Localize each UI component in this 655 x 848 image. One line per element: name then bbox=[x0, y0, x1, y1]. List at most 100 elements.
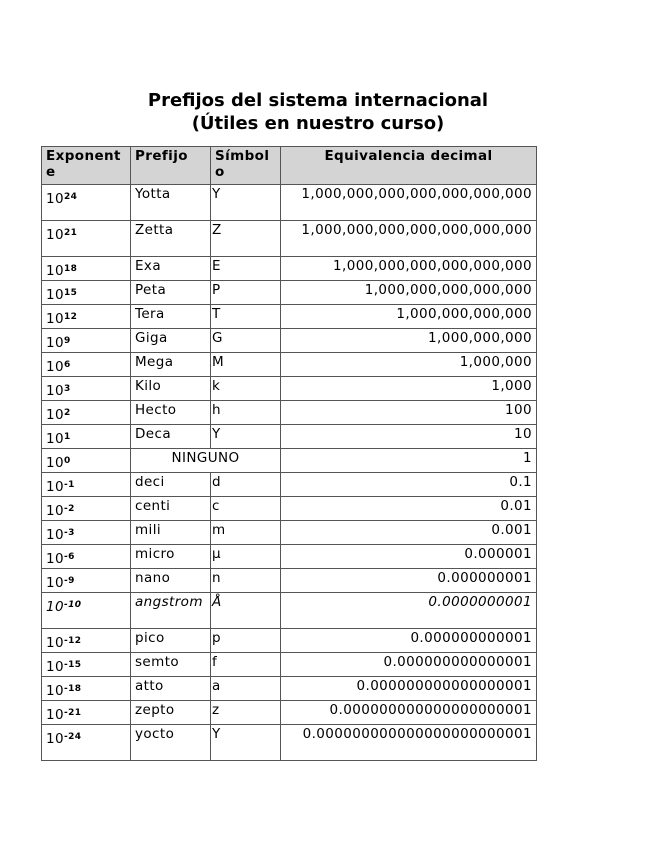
symbol-cell: Y bbox=[210, 724, 281, 761]
table-row: 10-12 pico p 0.000000000001 bbox=[41, 628, 537, 653]
table-row: 1024 Yotta Y 1,000,000,000,000,000,000,000 bbox=[41, 184, 537, 221]
prefix-cell: Yotta bbox=[130, 184, 211, 221]
exponent-cell: 1024 bbox=[41, 184, 131, 221]
symbol-cell: c bbox=[210, 496, 281, 521]
exponent-value: 12 bbox=[63, 312, 78, 322]
exponent-value: -9 bbox=[63, 576, 75, 586]
exponent-cell: 109 bbox=[41, 328, 131, 353]
table-row: 10-21 zepto z 0.000000000000000000001 bbox=[41, 700, 537, 725]
exponent-value: -10 bbox=[63, 600, 82, 610]
exponent-cell: 10-2 bbox=[41, 496, 131, 521]
decimal-cell: 1,000,000,000,000,000,000,000 bbox=[280, 184, 537, 221]
exponent-value: -21 bbox=[63, 708, 82, 718]
document-title: Prefijos del sistema internacional (Útil… bbox=[0, 89, 636, 135]
prefix-cell: Zetta bbox=[130, 220, 211, 257]
prefix-cell: semto bbox=[130, 652, 211, 677]
prefix-cell: Mega bbox=[130, 352, 211, 377]
prefix-cell: deci bbox=[130, 472, 211, 497]
decimal-cell: 0.000000000000000000000001 bbox=[280, 724, 537, 761]
exponent-value: -3 bbox=[63, 528, 75, 538]
prefix-cell: micro bbox=[130, 544, 211, 569]
prefix-cell: Deca bbox=[130, 424, 211, 449]
exponent-cell: 1012 bbox=[41, 304, 131, 329]
symbol-cell: f bbox=[210, 652, 281, 677]
symbol-cell: P bbox=[210, 280, 281, 305]
table-row: 102 Hecto h 100 bbox=[41, 400, 537, 425]
table-row: 10-1 deci d 0.1 bbox=[41, 472, 537, 497]
exponent-value: 3 bbox=[63, 384, 71, 394]
symbol-cell: h bbox=[210, 400, 281, 425]
table-row: 100 NINGUNO 1 bbox=[41, 448, 537, 473]
decimal-cell: 0.000001 bbox=[280, 544, 537, 569]
decimal-cell: 1,000 bbox=[280, 376, 537, 401]
table-row: 10-18 atto a 0.000000000000000001 bbox=[41, 676, 537, 701]
exponent-cell: 101 bbox=[41, 424, 131, 449]
exponent-value: -24 bbox=[63, 732, 82, 742]
table-row: 10-10 angstrom Å 0.0000000001 bbox=[41, 592, 537, 629]
symbol-cell: Y bbox=[210, 184, 281, 221]
exponent-cell: 1018 bbox=[41, 256, 131, 281]
exponent-value: 24 bbox=[63, 192, 78, 202]
symbol-cell: n bbox=[210, 568, 281, 593]
decimal-cell: 0.001 bbox=[280, 520, 537, 545]
prefix-cell: centi bbox=[130, 496, 211, 521]
prefix-cell: NINGUNO bbox=[130, 448, 281, 473]
table-row: 1021 Zetta Z 1,000,000,000,000,000,000,000 bbox=[41, 220, 537, 257]
table-header-row: Exponente Prefijo Símbolo Equivalencia d… bbox=[41, 146, 537, 185]
title-line-2: (Útiles en nuestro curso) bbox=[191, 113, 445, 134]
decimal-cell: 1,000,000,000,000,000 bbox=[280, 280, 537, 305]
table-row: 10-2 centi c 0.01 bbox=[41, 496, 537, 521]
prefix-cell: Exa bbox=[130, 256, 211, 281]
decimal-cell: 0.000000000000001 bbox=[280, 652, 537, 677]
symbol-cell: Y bbox=[210, 424, 281, 449]
symbol-cell: p bbox=[210, 628, 281, 653]
table-row: 1015 Peta P 1,000,000,000,000,000 bbox=[41, 280, 537, 305]
decimal-cell: 1 bbox=[280, 448, 537, 473]
symbol-cell: G bbox=[210, 328, 281, 353]
exponent-cell: 106 bbox=[41, 352, 131, 377]
decimal-cell: 0.0000000001 bbox=[280, 592, 537, 629]
exponent-value: -2 bbox=[63, 504, 75, 514]
exponent-value: 1 bbox=[63, 432, 71, 442]
symbol-cell: k bbox=[210, 376, 281, 401]
table-row: 1018 Exa E 1,000,000,000,000,000,000 bbox=[41, 256, 537, 281]
exponent-value: 15 bbox=[63, 288, 78, 298]
exponent-cell: 10-12 bbox=[41, 628, 131, 653]
symbol-cell: Z bbox=[210, 220, 281, 257]
decimal-cell: 1,000,000,000 bbox=[280, 328, 537, 353]
exponent-cell: 10-9 bbox=[41, 568, 131, 593]
prefix-cell: mili bbox=[130, 520, 211, 545]
exponent-value: -6 bbox=[63, 552, 75, 562]
table-row: 109 Giga G 1,000,000,000 bbox=[41, 328, 537, 353]
table-row: 1012 Tera T 1,000,000,000,000 bbox=[41, 304, 537, 329]
decimal-cell: 10 bbox=[280, 424, 537, 449]
decimal-cell: 0.000000000000000000001 bbox=[280, 700, 537, 725]
symbol-cell: µ bbox=[210, 544, 281, 569]
exponent-value: 0 bbox=[63, 456, 71, 466]
symbol-cell: z bbox=[210, 700, 281, 725]
decimal-cell: 1,000,000,000,000 bbox=[280, 304, 537, 329]
exponent-value: -1 bbox=[63, 480, 75, 490]
prefix-cell: Hecto bbox=[130, 400, 211, 425]
prefix-cell: atto bbox=[130, 676, 211, 701]
symbol-cell: d bbox=[210, 472, 281, 497]
prefix-cell: yocto bbox=[130, 724, 211, 761]
symbol-cell: E bbox=[210, 256, 281, 281]
exponent-cell: 10-21 bbox=[41, 700, 131, 725]
exponent-value: 6 bbox=[63, 360, 71, 370]
exponent-cell: 10-18 bbox=[41, 676, 131, 701]
exponent-value: -15 bbox=[63, 660, 82, 670]
prefix-cell: zepto bbox=[130, 700, 211, 725]
title-line-1: Prefijos del sistema internacional bbox=[147, 90, 489, 111]
exponent-cell: 10-10 bbox=[41, 592, 131, 629]
prefix-cell: Peta bbox=[130, 280, 211, 305]
symbol-cell: T bbox=[210, 304, 281, 329]
exponent-cell: 10-24 bbox=[41, 724, 131, 761]
prefix-cell: Giga bbox=[130, 328, 211, 353]
table-row: 10-6 micro µ 0.000001 bbox=[41, 544, 537, 569]
exponent-value: 9 bbox=[63, 336, 71, 346]
exponent-value: 2 bbox=[63, 408, 71, 418]
prefix-cell: angstrom bbox=[130, 592, 211, 629]
decimal-cell: 0.1 bbox=[280, 472, 537, 497]
table-row: 10-3 mili m 0.001 bbox=[41, 520, 537, 545]
